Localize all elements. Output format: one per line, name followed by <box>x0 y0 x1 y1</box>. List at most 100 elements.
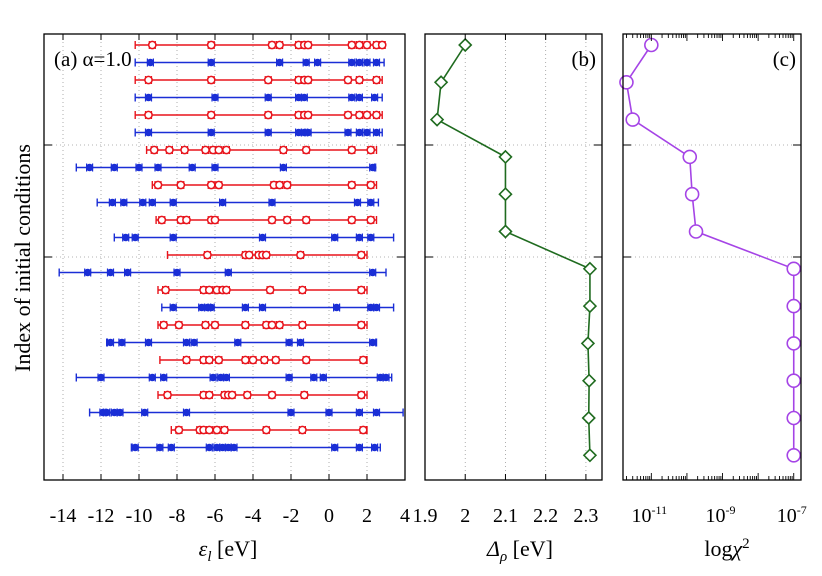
data-point <box>176 180 186 190</box>
panel-c-marks <box>619 37 802 463</box>
data-point <box>139 198 147 207</box>
data-point <box>190 338 198 347</box>
data-point <box>212 425 222 435</box>
data-point <box>347 40 357 50</box>
data-point <box>118 338 126 347</box>
data-point <box>343 75 353 85</box>
data-point <box>355 233 364 242</box>
data-point <box>356 390 366 400</box>
data-point <box>244 250 254 260</box>
data-point <box>106 338 115 347</box>
data-point <box>268 198 276 207</box>
data-point <box>214 180 224 190</box>
data-point <box>241 320 250 330</box>
data-point <box>372 75 381 85</box>
data-point <box>433 75 449 90</box>
data-point <box>367 233 375 242</box>
data-point <box>263 75 273 85</box>
data-point <box>153 180 163 190</box>
panel-c-chi-squared: 10-11 10-9 10-7 (c) logχ2 <box>619 33 807 561</box>
data-point <box>625 112 641 127</box>
panel-b-marks <box>429 37 598 463</box>
data-point <box>285 373 293 382</box>
data-point <box>159 373 168 382</box>
data-point <box>144 93 153 102</box>
data-point <box>148 373 157 382</box>
data-point <box>234 338 242 347</box>
data-point <box>148 198 157 207</box>
data-point <box>581 373 597 388</box>
data-point <box>310 373 318 382</box>
data-point <box>429 112 445 127</box>
data-point <box>348 58 356 67</box>
data-point <box>298 320 307 330</box>
data-point <box>279 145 288 155</box>
data-point <box>230 443 238 452</box>
panel-a-tick-label: 4 <box>400 505 410 527</box>
panel-a-tick-label: -10 <box>126 505 153 527</box>
data-point <box>370 93 379 102</box>
data-point <box>206 180 216 190</box>
y-axis-title: Index of initial conditions <box>10 144 35 372</box>
data-point <box>131 443 139 452</box>
data-point <box>275 320 284 330</box>
panel-a-tick-label: -14 <box>50 505 77 527</box>
data-point <box>344 128 352 137</box>
panel-b-tick-label: 2.1 <box>493 505 518 527</box>
data-point <box>144 110 153 120</box>
panel-c-tick-label: 10-9 <box>706 503 736 527</box>
panel-c-tick-label: 10-11 <box>632 503 668 527</box>
data-point <box>121 233 130 242</box>
data-point <box>210 320 220 330</box>
data-point <box>282 180 292 190</box>
data-point <box>83 268 92 277</box>
data-point <box>209 373 217 382</box>
series-line <box>436 44 591 456</box>
data-point <box>116 408 124 417</box>
data-point <box>356 250 366 260</box>
data-point <box>106 268 115 277</box>
panel-b-delta: 1.9 2 2.1 2.2 2.3 (b) Δρ [eV] <box>413 33 603 565</box>
data-point <box>358 355 368 365</box>
data-point <box>169 233 177 242</box>
data-point <box>157 215 167 225</box>
panel-c-x-axis-title: logχ2 <box>704 536 749 561</box>
data-point <box>300 93 309 102</box>
data-point <box>356 320 366 330</box>
data-point <box>204 425 214 435</box>
data-point <box>167 443 176 452</box>
panel-b-ticks: 1.9 2 2.1 2.2 2.3 <box>413 34 602 527</box>
data-point <box>786 447 802 463</box>
data-point <box>498 224 513 239</box>
panel-c-label: (c) <box>773 47 796 71</box>
data-point <box>207 128 215 137</box>
panel-a-tick-label: 0 <box>324 505 334 527</box>
data-point <box>275 40 284 50</box>
data-point <box>372 408 381 417</box>
data-point <box>372 128 381 137</box>
panel-a-x-axis-title: εl [eV] <box>199 536 258 565</box>
data-point <box>355 128 364 137</box>
data-point <box>267 215 277 225</box>
data-point <box>332 303 341 312</box>
data-point <box>303 75 313 85</box>
panel-c-tick-label: 10-7 <box>777 503 807 527</box>
data-point <box>368 338 377 347</box>
data-point <box>271 355 281 365</box>
data-point <box>786 261 802 277</box>
data-point <box>258 303 267 312</box>
data-point <box>498 187 513 202</box>
data-point <box>348 93 356 102</box>
data-point <box>355 443 364 452</box>
panel-a-energy-levels: -14 -12 -10 -8 -6 -4 -2 0 2 4 (a) α=1.0 εl [eV] <box>43 33 410 565</box>
data-point <box>313 58 322 67</box>
data-point <box>298 285 307 295</box>
data-point <box>287 408 295 417</box>
panel-a-ticks: -14 -12 -10 -8 -6 -4 -2 0 2 4 <box>44 34 410 527</box>
data-point <box>358 425 368 435</box>
data-point <box>382 373 390 382</box>
data-point <box>353 198 362 207</box>
panel-b-x-axis-title: Δρ [eV] <box>486 536 553 565</box>
data-point <box>684 186 700 202</box>
